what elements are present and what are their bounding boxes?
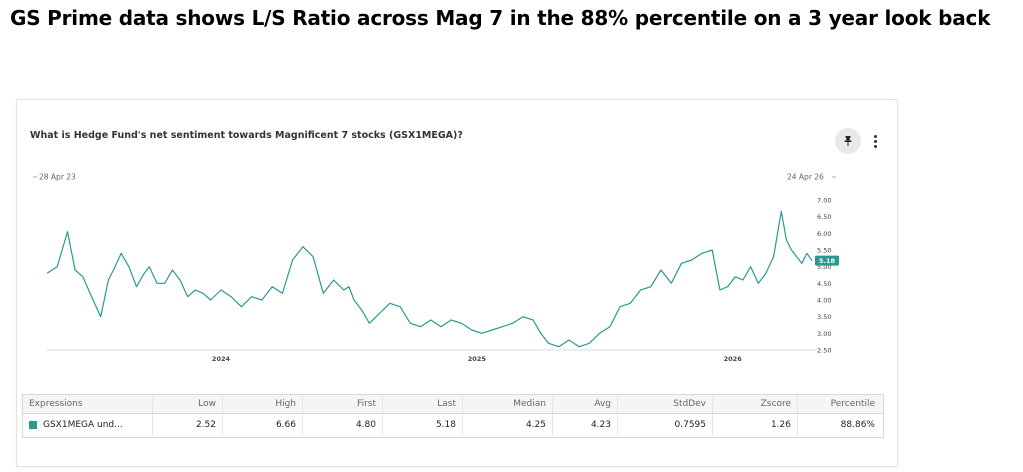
y-tick-label: 4.50 bbox=[817, 280, 831, 288]
header-percentile[interactable]: Percentile bbox=[830, 399, 875, 409]
pin-button[interactable] bbox=[835, 128, 861, 154]
header-low[interactable]: Low bbox=[153, 395, 223, 413]
cell-high: 6.66 bbox=[223, 414, 303, 436]
x-tick-label: 2024 bbox=[212, 355, 231, 363]
cell-expression-name: GSX1MEGA und... bbox=[43, 420, 123, 430]
cell-first: 4.80 bbox=[303, 414, 383, 436]
x-tick-label: 2025 bbox=[468, 355, 487, 363]
y-tick-label: 6.50 bbox=[817, 213, 831, 221]
line-chart: 28 Apr 23 24 Apr 26 2.50 3.00 3.50 4.00 4.50… bbox=[33, 173, 839, 363]
range-start-label: 28 Apr 23 bbox=[39, 173, 76, 182]
y-tick-label: 7.00 bbox=[817, 197, 831, 205]
header-first[interactable]: First bbox=[303, 395, 383, 413]
last-value-label: 5.18 bbox=[819, 257, 836, 265]
range-end-label: 24 Apr 26 bbox=[787, 173, 824, 182]
stats-table: Expressions Low High First Last Median A… bbox=[22, 394, 884, 438]
cell-stddev: 0.7595 bbox=[618, 414, 713, 436]
more-options-button[interactable] bbox=[869, 130, 881, 152]
page-headline: GS Prime data shows L/S Ratio across Mag… bbox=[10, 6, 991, 30]
header-stddev[interactable]: StdDev bbox=[618, 395, 713, 413]
pin-icon bbox=[844, 136, 852, 146]
table-row: GSX1MEGA und... 2.52 6.66 4.80 5.18 4.25… bbox=[23, 414, 883, 436]
cell-expression: GSX1MEGA und... bbox=[23, 414, 153, 436]
header-zscore[interactable]: Zscore bbox=[713, 395, 798, 413]
chart-question: What is Hedge Fund's net sentiment towar… bbox=[30, 130, 463, 141]
y-tick-label: 2.50 bbox=[817, 347, 831, 355]
cell-zscore: 1.26 bbox=[713, 414, 798, 436]
y-tick-label: 5.50 bbox=[817, 247, 831, 255]
y-tick-label: 6.00 bbox=[817, 230, 831, 238]
cell-avg: 4.23 bbox=[553, 414, 618, 436]
last-value-badge: 5.18 bbox=[815, 255, 839, 266]
header-avg[interactable]: Avg bbox=[553, 395, 618, 413]
more-vertical-icon bbox=[873, 134, 877, 138]
cell-last: 5.18 bbox=[383, 414, 463, 436]
cell-low: 2.52 bbox=[153, 414, 223, 436]
header-high[interactable]: High bbox=[223, 395, 303, 413]
cell-percentile: 88.86% bbox=[840, 420, 875, 430]
stats-header-row: Expressions Low High First Last Median A… bbox=[23, 395, 883, 414]
series-legend-swatch bbox=[29, 421, 37, 429]
header-median[interactable]: Median bbox=[463, 395, 553, 413]
series-line-gsx1mega bbox=[46, 210, 813, 348]
header-expressions[interactable]: Expressions bbox=[23, 395, 153, 413]
y-tick-label: 3.50 bbox=[817, 313, 831, 321]
header-last[interactable]: Last bbox=[383, 395, 463, 413]
y-tick-label: 5.00 bbox=[817, 263, 831, 271]
x-tick-label: 2026 bbox=[724, 355, 743, 363]
y-tick-label: 3.00 bbox=[817, 330, 831, 338]
y-tick-label: 4.00 bbox=[817, 297, 831, 305]
cell-median: 4.25 bbox=[463, 414, 553, 436]
